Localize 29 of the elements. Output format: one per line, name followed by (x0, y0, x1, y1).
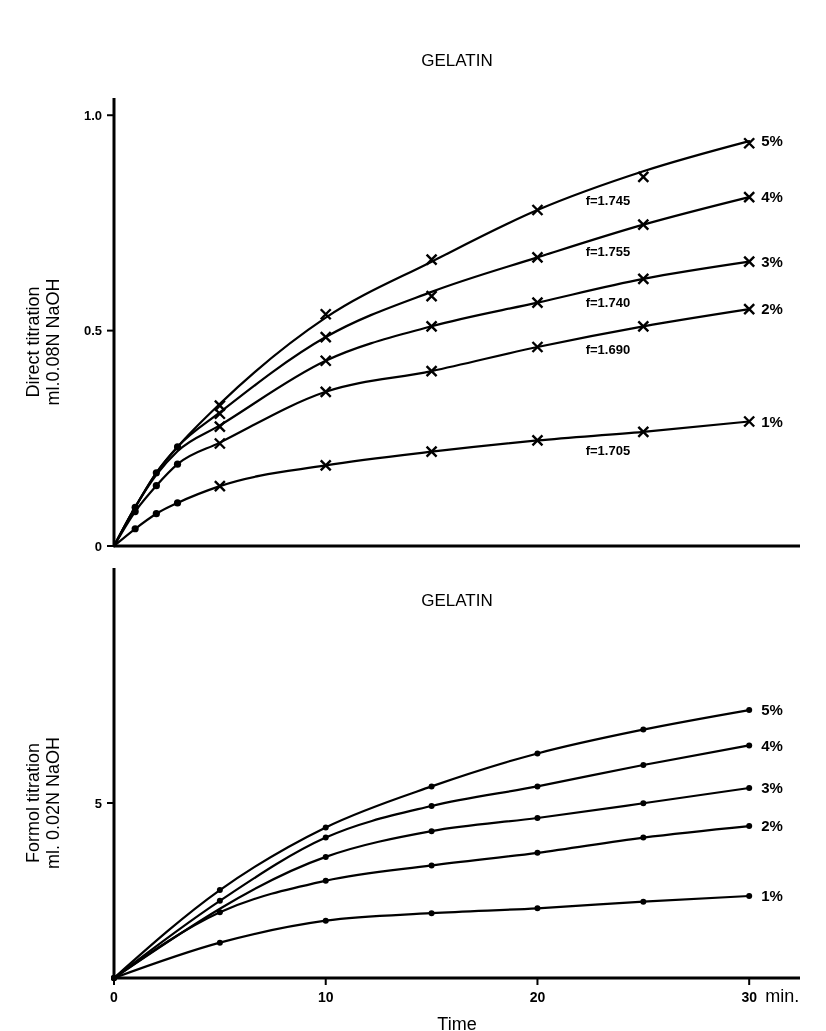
x-tick-label: 0 (110, 989, 119, 1005)
chart-title: GELATIN (421, 51, 493, 70)
series-label: 2% (761, 300, 783, 318)
annotation: f=1.690 (585, 341, 631, 357)
x-axis-title: Time (437, 1014, 477, 1031)
series-label: 1% (761, 412, 783, 430)
series-label: 3% (761, 252, 783, 270)
annotation: f=1.745 (585, 192, 631, 208)
series-label: 2% (761, 817, 783, 835)
series-label: 4% (761, 736, 783, 754)
y-axis-title: Formol titration ml. 0.02N NaOH (23, 736, 63, 870)
x-tick-label: 20 (529, 989, 546, 1005)
y-axis-title: Direct titration ml.0.08N NaOH (23, 278, 63, 406)
text: min. (765, 986, 800, 1006)
series-label: 1% (761, 887, 783, 905)
x-tick-label: 10 (317, 989, 334, 1005)
text: 5 (94, 795, 102, 811)
annotation: f=1.755 (585, 244, 631, 260)
annotation: f=1.705 (585, 443, 631, 459)
y-tick-label: 0.5 (83, 323, 102, 339)
annotation: f=1.740 (585, 295, 631, 311)
series-label: 5% (761, 701, 783, 719)
y-tick-label: 0 (94, 538, 102, 554)
y-tick-label: 1.0 (83, 107, 102, 123)
chart-title: GELATIN (421, 591, 493, 610)
series-label: 5% (761, 132, 783, 150)
series-label: 3% (761, 779, 783, 797)
series-label: 4% (761, 188, 783, 206)
x-tick-label: 30 (741, 989, 758, 1005)
